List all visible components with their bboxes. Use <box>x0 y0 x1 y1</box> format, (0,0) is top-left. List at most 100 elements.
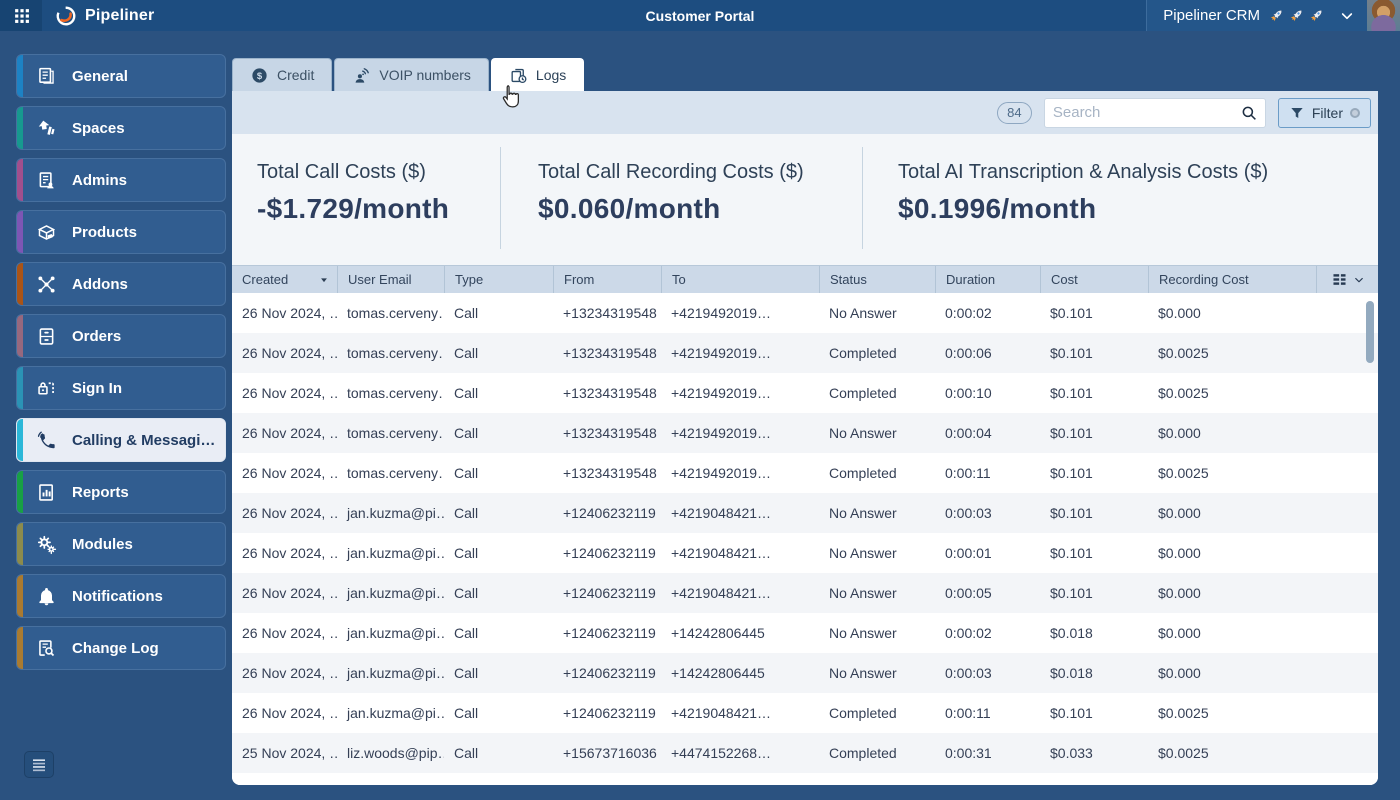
sidebar-item-modules[interactable]: Modules <box>16 522 226 566</box>
cell-from: +12406232119 <box>553 625 661 641</box>
sidebar-item-spaces[interactable]: Spaces <box>16 106 226 150</box>
cell-user-email: jan.kuzma@pi… <box>337 505 444 521</box>
cell-status: No Answer <box>819 505 935 521</box>
sidebar-item-addons[interactable]: Addons <box>16 262 226 306</box>
table-row[interactable]: 26 Nov 2024, …tomas.cerveny…Call+1323431… <box>232 293 1378 333</box>
cell-to: +4474152268… <box>661 745 819 761</box>
cell-from: +12406232119 <box>553 505 661 521</box>
voip-icon <box>352 66 371 85</box>
table-header: CreatedUser EmailTypeFromToStatusDuratio… <box>232 265 1378 293</box>
column-header-type[interactable]: Type <box>444 266 553 293</box>
cell-duration: 0:00:03 <box>935 505 1040 521</box>
top-bar: Pipeliner Customer Portal Pipeliner CRM <box>0 0 1400 31</box>
sidebar-item-general[interactable]: General <box>16 54 226 98</box>
search-input[interactable] <box>1047 104 1240 121</box>
cell-to: +4219048421… <box>661 705 819 721</box>
user-menu[interactable]: Pipeliner CRM <box>1146 0 1400 31</box>
stat-label: Total Call Costs ($) <box>257 161 500 184</box>
addons-icon <box>36 274 57 295</box>
column-chooser-button[interactable] <box>1316 266 1378 293</box>
cell-to: +4219048421… <box>661 545 819 561</box>
cell-status: Completed <box>819 745 935 761</box>
tab-voip-numbers[interactable]: VOIP numbers <box>334 58 489 91</box>
cell-type: Call <box>444 625 553 641</box>
sidebar-item-orders[interactable]: Orders <box>16 314 226 358</box>
cell-created: 26 Nov 2024, … <box>232 505 337 521</box>
table-row[interactable]: 26 Nov 2024, …jan.kuzma@pi…Call+12406232… <box>232 493 1378 533</box>
cell-from: +13234319548 <box>553 425 661 441</box>
cell-status: No Answer <box>819 545 935 561</box>
pipeliner-logo-icon <box>55 5 77 27</box>
cell-duration: 0:00:06 <box>935 345 1040 361</box>
table-row[interactable]: 26 Nov 2024, …tomas.cerveny…Call+1323431… <box>232 373 1378 413</box>
cell-duration: 0:00:02 <box>935 305 1040 321</box>
sort-desc-icon <box>319 275 329 285</box>
column-header-to[interactable]: To <box>661 266 819 293</box>
sidebar-nav: General Spaces Admins Products Addons Orders S… <box>16 54 226 670</box>
cell-recording-cost: $0.0025 <box>1148 745 1316 761</box>
table-row[interactable]: 26 Nov 2024, …jan.kuzma@pi…Call+12406232… <box>232 653 1378 693</box>
table-row[interactable]: 25 Nov 2024, …liz.woods@pip…Call+1567371… <box>232 733 1378 773</box>
tab-logs[interactable]: Logs <box>491 58 584 91</box>
cell-user-email: tomas.cerveny… <box>337 345 444 361</box>
app-grid-button[interactable] <box>0 0 42 31</box>
sidebar-item-sign-in[interactable]: Sign In <box>16 366 226 410</box>
vertical-scrollbar-thumb[interactable] <box>1366 301 1374 363</box>
column-header-user-email[interactable]: User Email <box>337 266 444 293</box>
chevron-down-icon[interactable] <box>1339 8 1355 24</box>
admins-icon <box>36 170 57 191</box>
cell-duration: 0:00:11 <box>935 465 1040 481</box>
tab-credit[interactable]: $ Credit <box>232 58 332 91</box>
cell-from: +12406232119 <box>553 705 661 721</box>
filter-button[interactable]: Filter <box>1278 98 1371 128</box>
tab-label: Credit <box>277 67 314 83</box>
cell-duration: 0:00:10 <box>935 385 1040 401</box>
column-header-from[interactable]: From <box>553 266 661 293</box>
column-header-status[interactable]: Status <box>819 266 935 293</box>
sidebar-item-label: Calling & Messagi… <box>72 432 215 449</box>
cell-to: +4219492019… <box>661 385 819 401</box>
cell-cost: $0.101 <box>1040 505 1148 521</box>
rocket-icon <box>1268 7 1285 24</box>
orders-icon <box>36 326 57 347</box>
cell-created: 26 Nov 2024, … <box>232 305 337 321</box>
search-icon[interactable] <box>1240 104 1258 122</box>
cell-recording-cost: $0.000 <box>1148 665 1316 681</box>
cell-created: 26 Nov 2024, … <box>232 585 337 601</box>
table-row[interactable]: 26 Nov 2024, …jan.kuzma@pi…Call+12406232… <box>232 613 1378 653</box>
brand-name: Pipeliner <box>85 7 154 25</box>
category-color-stripe <box>17 107 23 149</box>
sidebar-item-admins[interactable]: Admins <box>16 158 226 202</box>
sidebar-item-calling-messagi[interactable]: Calling & Messagi… <box>16 418 226 462</box>
table-row[interactable]: 26 Nov 2024, …jan.kuzma@pi…Call+12406232… <box>232 533 1378 573</box>
category-color-stripe <box>17 575 23 617</box>
filter-label: Filter <box>1312 105 1343 121</box>
column-header-created[interactable]: Created <box>232 266 337 293</box>
table-row[interactable]: 26 Nov 2024, …tomas.cerveny…Call+1323431… <box>232 453 1378 493</box>
table-row[interactable]: 26 Nov 2024, …jan.kuzma@pi…Call+12406232… <box>232 573 1378 613</box>
stat-value: $0.1996/month <box>898 193 1378 225</box>
column-header-duration[interactable]: Duration <box>935 266 1040 293</box>
column-header-recording-cost[interactable]: Recording Cost <box>1148 266 1316 293</box>
cell-from: +15673716036 <box>553 745 661 761</box>
filter-toggle-indicator <box>1350 108 1360 118</box>
sidebar-item-change-log[interactable]: Change Log <box>16 626 226 670</box>
cell-type: Call <box>444 345 553 361</box>
cell-recording-cost: $0.000 <box>1148 505 1316 521</box>
brand: Pipeliner <box>42 5 154 27</box>
sidebar-item-products[interactable]: Products <box>16 210 226 254</box>
avatar[interactable] <box>1367 0 1400 31</box>
rocket-icon <box>1288 7 1305 24</box>
sidebar-collapse-button[interactable] <box>24 751 54 778</box>
sidebar-item-notifications[interactable]: Notifications <box>16 574 226 618</box>
cell-cost: $0.033 <box>1040 745 1148 761</box>
result-count-badge: 84 <box>997 102 1032 124</box>
table-row[interactable]: 26 Nov 2024, …jan.kuzma@pi…Call+12406232… <box>232 693 1378 733</box>
cell-type: Call <box>444 385 553 401</box>
table-row[interactable]: 26 Nov 2024, …tomas.cerveny…Call+1323431… <box>232 333 1378 373</box>
cell-user-email: tomas.cerveny… <box>337 425 444 441</box>
cell-duration: 0:00:05 <box>935 585 1040 601</box>
column-header-cost[interactable]: Cost <box>1040 266 1148 293</box>
sidebar-item-reports[interactable]: Reports <box>16 470 226 514</box>
table-row[interactable]: 26 Nov 2024, …tomas.cerveny…Call+1323431… <box>232 413 1378 453</box>
